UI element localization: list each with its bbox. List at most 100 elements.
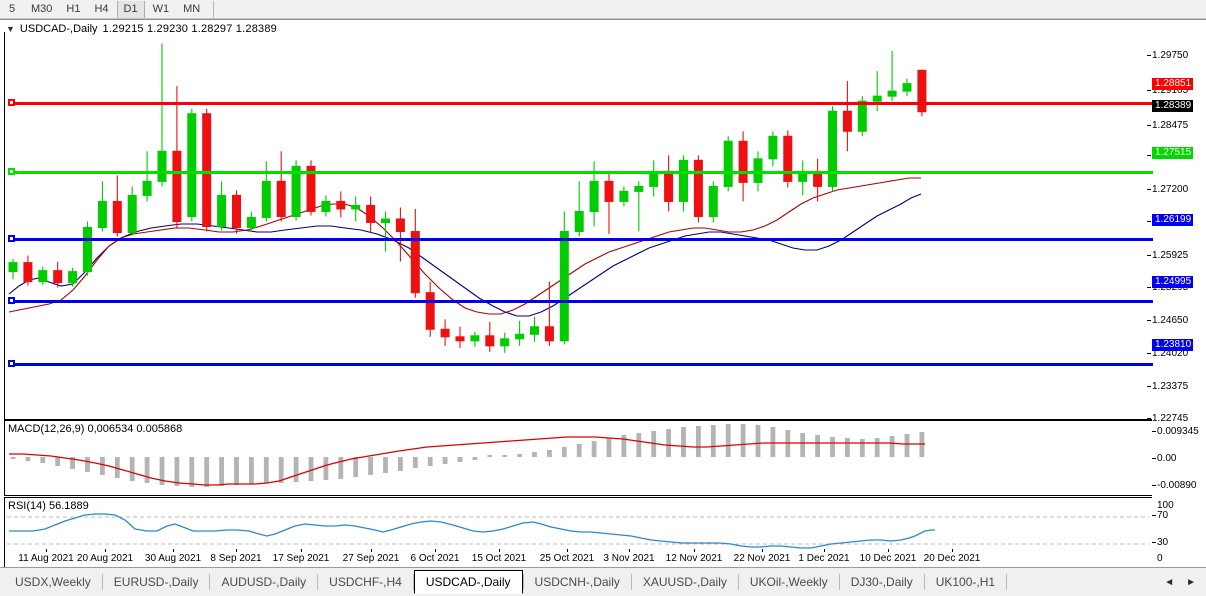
scroll-left-icon[interactable]: ◄ bbox=[1164, 576, 1175, 588]
level-line-blue-2[interactable] bbox=[11, 300, 1153, 303]
macd-histogram-bar bbox=[740, 424, 746, 457]
tab-separator bbox=[101, 574, 103, 590]
macd-histogram-bar bbox=[517, 454, 522, 457]
candle-body bbox=[97, 200, 107, 229]
candle-body bbox=[217, 194, 227, 228]
timeframe-button-m30[interactable]: M30 bbox=[31, 2, 53, 15]
candle-body bbox=[723, 140, 733, 187]
chart-tab-eurusd-daily[interactable]: EURUSD-,Daily bbox=[113, 575, 199, 589]
level-line-blue-3[interactable] bbox=[11, 363, 1153, 366]
chart-tab-usdchf-h4[interactable]: USDCHF-,H4 bbox=[329, 575, 402, 589]
price-label-blue-1[interactable]: 1.26199 bbox=[1152, 214, 1194, 226]
macd-tick-bottom: -0.00890 bbox=[1152, 481, 1196, 491]
tab-separator bbox=[838, 574, 840, 590]
candle-body bbox=[828, 110, 837, 187]
candle-body bbox=[395, 218, 405, 233]
candle-body bbox=[53, 270, 63, 284]
candle-body bbox=[246, 216, 256, 229]
date-tick-label: 10 Dec 2021 bbox=[859, 553, 917, 564]
chart-ohlc-values: 1.29215 1.29230 1.28297 1.28389 bbox=[102, 23, 277, 35]
timeframe-button-m5[interactable]: 5 bbox=[8, 2, 16, 15]
price-label-blue-3[interactable]: 1.23810 bbox=[1152, 339, 1194, 351]
price-label-blue-2[interactable]: 1.24995 bbox=[1152, 276, 1194, 288]
level-handle-resistance-red[interactable] bbox=[8, 99, 15, 106]
ma-slow-line bbox=[8, 193, 922, 317]
level-handle-blue-2[interactable] bbox=[8, 297, 15, 304]
chart-tab-strip: USDX,Weekly EURUSD-,Daily AUDUSD-,Daily USD… bbox=[0, 568, 1154, 596]
macd-histogram-bar bbox=[576, 444, 582, 457]
price-label-support-green[interactable]: 1.27515 bbox=[1152, 147, 1194, 159]
chart-tab-usdcad-daily[interactable]: USDCAD-,Daily bbox=[413, 570, 523, 594]
candle-body bbox=[887, 90, 897, 97]
candle-body bbox=[738, 140, 748, 183]
level-handle-support-green[interactable] bbox=[8, 168, 15, 175]
timeframe-button-mn[interactable]: MN bbox=[183, 2, 201, 15]
date-tick-mark bbox=[824, 549, 825, 552]
macd-histogram-bar bbox=[487, 455, 493, 457]
macd-histogram-bar bbox=[412, 457, 418, 468]
chart-tab-xauusd-daily[interactable]: XAUUSD-,Daily bbox=[642, 575, 727, 589]
macd-pane[interactable] bbox=[4, 420, 1152, 496]
scroll-right-icon[interactable]: ► bbox=[1186, 576, 1196, 588]
level-handle-blue-1[interactable] bbox=[8, 235, 15, 242]
macd-histogram-bar bbox=[904, 434, 910, 457]
price-scale[interactable]: 1.29750 1.29105 1.28475 1.27830 1.27200 … bbox=[1147, 20, 1206, 549]
macd-histogram-bar bbox=[40, 457, 46, 463]
date-tick-mark bbox=[435, 549, 436, 552]
level-line-blue-1[interactable] bbox=[11, 238, 1153, 241]
level-line-support-green[interactable] bbox=[11, 171, 1153, 174]
date-scale[interactable]: 11 Aug 2021 20 Aug 2021 30 Aug 2021 8 Sep 2… bbox=[0, 549, 1152, 568]
macd-histogram-bar bbox=[770, 427, 776, 457]
candle-body bbox=[589, 180, 599, 212]
timeframe-button-h1[interactable]: H1 bbox=[66, 2, 81, 15]
price-tick: 1.25925 bbox=[1147, 251, 1188, 261]
chart-tab-uk100-h1[interactable]: UK100-,H1 bbox=[935, 575, 996, 589]
chart-tab-usdx-weekly[interactable]: USDX,Weekly bbox=[15, 575, 91, 589]
macd-histogram-bar bbox=[100, 457, 105, 475]
toolbar-separator bbox=[213, 0, 215, 18]
level-handle-blue-3[interactable] bbox=[8, 360, 15, 367]
candle-body bbox=[276, 180, 286, 217]
rsi-line bbox=[9, 513, 935, 549]
macd-histogram-bar bbox=[383, 457, 388, 473]
chart-tab-dj30-daily[interactable]: DJ30-,Daily bbox=[850, 575, 913, 589]
macd-histogram-bar bbox=[144, 457, 150, 483]
candle-body bbox=[842, 110, 852, 132]
macd-histogram-bar bbox=[427, 457, 433, 466]
candle-body bbox=[366, 204, 376, 223]
candle-body bbox=[381, 218, 390, 223]
level-line-resistance-red[interactable] bbox=[11, 102, 1153, 105]
macd-histogram-bar bbox=[174, 457, 180, 486]
macd-histogram-bar bbox=[278, 457, 284, 483]
timeframe-button-w1[interactable]: W1 bbox=[152, 2, 170, 15]
candle-body bbox=[708, 185, 718, 217]
timeframe-button-h4[interactable]: H4 bbox=[94, 2, 109, 15]
macd-histogram-bar bbox=[368, 457, 373, 475]
date-tick-mark bbox=[952, 549, 953, 552]
date-tick-mark bbox=[762, 549, 763, 552]
price-label-resistance-red[interactable]: 1.28851 bbox=[1152, 78, 1194, 90]
macd-histogram bbox=[10, 424, 925, 487]
price-tick: 1.24650 bbox=[1147, 316, 1188, 326]
chart-window[interactable]: ▼ USDCAD-,Daily 1.29215 1.29230 1.28297 … bbox=[0, 19, 1206, 569]
tab-separator bbox=[737, 574, 739, 590]
macd-histogram-bar bbox=[234, 457, 239, 485]
chart-header: ▼ USDCAD-,Daily 1.29215 1.29230 1.28297 … bbox=[6, 23, 277, 35]
candle-body bbox=[261, 180, 271, 218]
chart-tab-ukoil-weekly[interactable]: UKOil-,Weekly bbox=[749, 575, 828, 589]
timeframe-button-d1[interactable]: D1 bbox=[116, 0, 145, 18]
candle-body bbox=[857, 100, 867, 132]
macd-canvas bbox=[9, 424, 925, 487]
macd-histogram-bar bbox=[263, 457, 269, 483]
price-tick: 1.24020 bbox=[1147, 349, 1188, 359]
chevron-down-icon[interactable]: ▼ bbox=[6, 24, 15, 34]
price-pane[interactable] bbox=[4, 32, 1153, 420]
chart-tab-usdcnh-daily[interactable]: USDCNH-,Daily bbox=[534, 575, 620, 589]
rsi-tick-100: 100 bbox=[1157, 500, 1174, 511]
price-tick: 1.27200 bbox=[1147, 185, 1188, 195]
rsi-title: RSI(14) 56.1889 bbox=[8, 500, 89, 512]
candle-body bbox=[410, 231, 420, 294]
chart-tab-audusd-daily[interactable]: AUDUSD-,Daily bbox=[221, 575, 307, 589]
candle-body bbox=[83, 227, 92, 273]
